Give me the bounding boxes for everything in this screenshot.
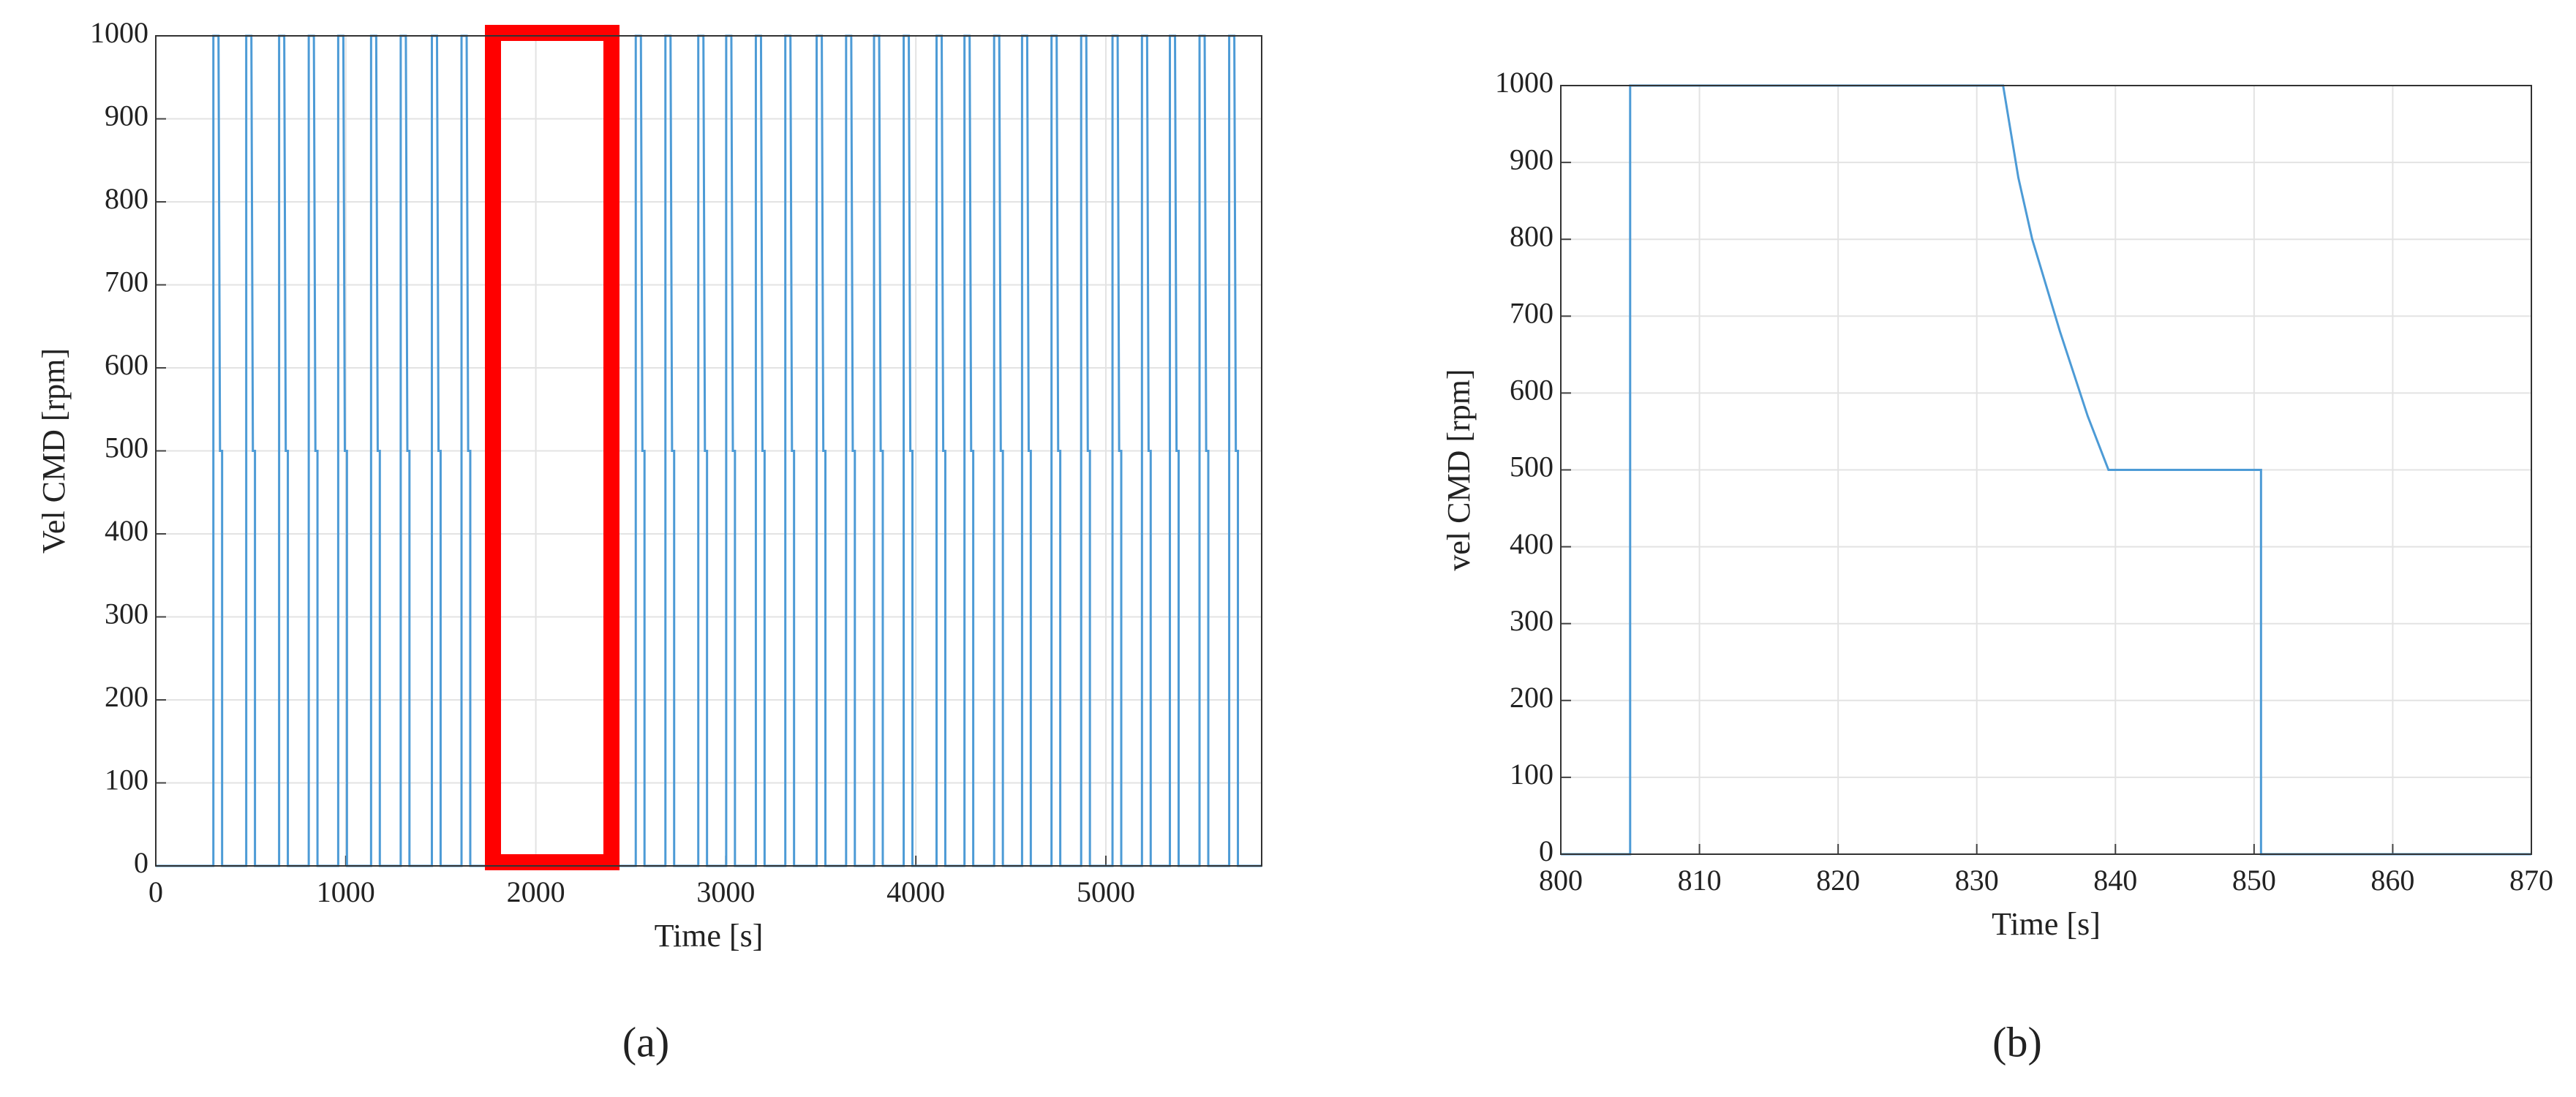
y-tick-label: 0	[134, 846, 148, 879]
x-tick-label: 4000	[886, 875, 945, 908]
x-tick-label: 810	[1678, 864, 1722, 897]
y-tick-label: 1000	[1495, 66, 1553, 99]
panel-label: (a)	[622, 1018, 669, 1066]
y-tick-label: 700	[105, 265, 148, 298]
axes-frame	[155, 35, 1262, 867]
x-tick-label: 820	[1816, 864, 1860, 897]
y-tick-label: 500	[1510, 451, 1553, 483]
y-tick-label: 200	[1510, 681, 1553, 714]
y-tick-label: 800	[1510, 219, 1553, 252]
panel-label: (b)	[1992, 1018, 2042, 1066]
x-tick-label: 830	[1955, 864, 1999, 897]
x-tick-label: 2000	[507, 875, 565, 908]
y-tick-label: 200	[105, 680, 148, 713]
y-tick-label: 600	[1510, 374, 1553, 407]
y-tick-label: 800	[105, 182, 148, 215]
y-tick-label: 100	[105, 764, 148, 796]
y-tick-label: 0	[1539, 834, 1553, 867]
y-tick-label: 1000	[90, 16, 148, 49]
y-tick-label: 700	[1510, 296, 1553, 329]
x-tick-label: 3000	[696, 875, 755, 908]
x-axis-label: Time [s]	[1992, 906, 2101, 942]
y-axis-label: vel CMD [rpm]	[1441, 369, 1477, 570]
x-axis-label: Time [s]	[655, 918, 764, 954]
x-tick-label: 0	[148, 875, 163, 908]
y-tick-label: 300	[1510, 604, 1553, 637]
y-tick-label: 400	[105, 514, 148, 547]
axes-frame	[1560, 85, 2532, 855]
x-tick-label: 870	[2509, 864, 2553, 897]
x-tick-label: 850	[2232, 864, 2276, 897]
x-tick-label: 840	[2093, 864, 2137, 897]
x-tick-label: 1000	[317, 875, 375, 908]
y-tick-label: 500	[105, 431, 148, 464]
data-line	[1561, 84, 2531, 856]
y-tick-label: 600	[105, 348, 148, 381]
x-tick-label: 860	[2370, 864, 2414, 897]
y-tick-label: 900	[1510, 143, 1553, 176]
highlight-box	[485, 25, 619, 870]
y-tick-label: 300	[105, 597, 148, 630]
y-axis-label: Vel CMD [rpm]	[36, 348, 72, 554]
x-tick-label: 800	[1539, 864, 1583, 897]
y-tick-label: 400	[1510, 527, 1553, 560]
y-tick-label: 100	[1510, 758, 1553, 791]
y-tick-label: 900	[105, 99, 148, 132]
x-tick-label: 5000	[1077, 875, 1135, 908]
